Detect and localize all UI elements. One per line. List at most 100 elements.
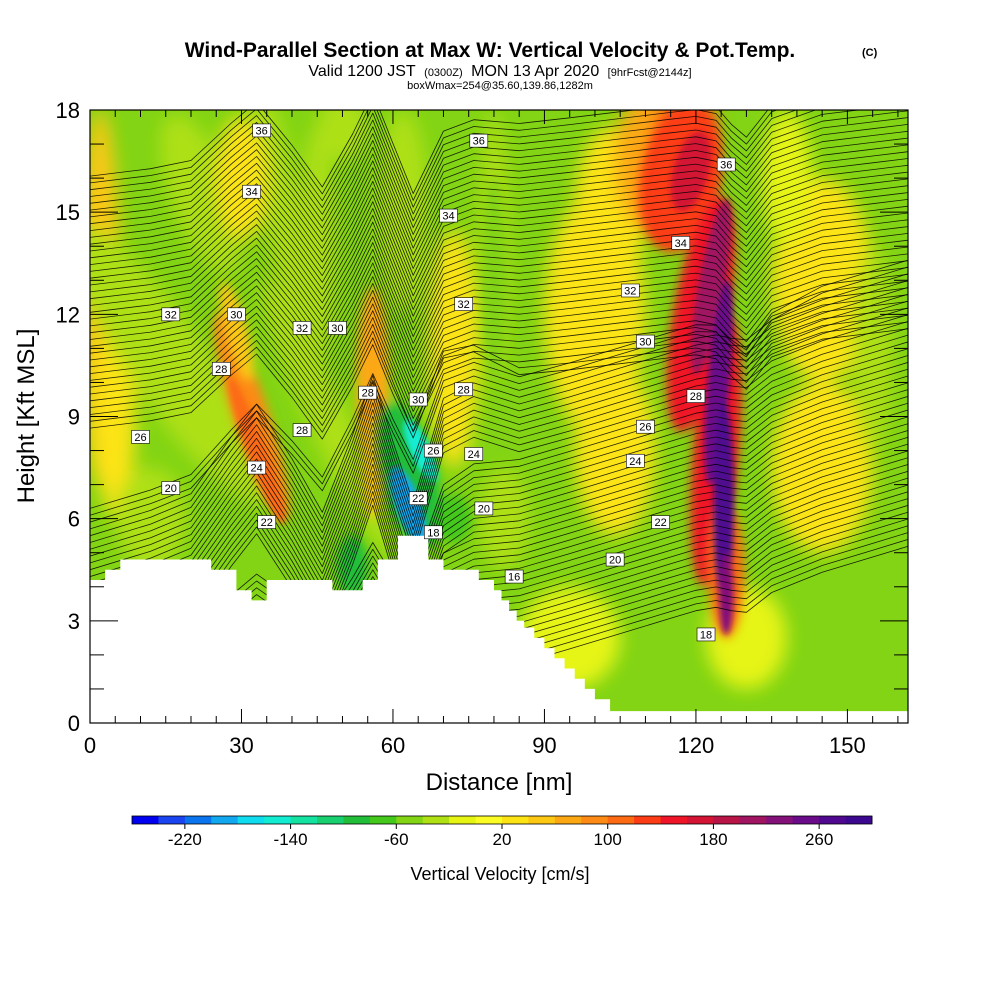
contour-label-text: 34 [442, 211, 454, 223]
theta-contour-line [90, 314, 908, 564]
y-tick-label: 18 [56, 98, 80, 123]
contour-label-box [211, 362, 231, 376]
contour-label-box [161, 481, 181, 495]
contour-label: 36 [252, 123, 271, 138]
contour-label: 34 [671, 236, 691, 250]
contour-label-box [292, 423, 312, 437]
contour-label: 28 [686, 389, 706, 403]
contour-label-text: 22 [412, 493, 424, 505]
theta-contour-line [90, 260, 908, 378]
contour-label: 18 [696, 627, 716, 641]
theta-contour-line [90, 321, 908, 433]
theta-contour-line [90, 436, 908, 686]
colorbar-cell [158, 816, 186, 824]
contour-label-text: 20 [609, 555, 621, 567]
theta-contour-line [90, 409, 908, 659]
theta-contour-line [90, 199, 908, 317]
theta-contour-line [90, 117, 908, 235]
theta-contour-line [90, 294, 908, 412]
contour-label-box [671, 236, 691, 250]
contour-label: 22 [257, 515, 277, 529]
theta-contour-line [90, 307, 908, 557]
colorbar-tick-label: -140 [274, 830, 308, 849]
contour-label-text: 24 [468, 449, 480, 461]
colorbar-tick-label: -220 [168, 830, 202, 849]
contour-label-text: 32 [165, 309, 177, 321]
contour-label-box [474, 501, 494, 516]
contour-label: 20 [474, 501, 494, 516]
contour-label-box [454, 297, 473, 311]
contour-label-text: 34 [675, 238, 687, 250]
theta-contour-line [90, 389, 908, 639]
colorbar-cell [766, 816, 794, 824]
theta-contour-line [90, 158, 908, 276]
velocity-blob [481, 178, 507, 383]
contour-label-box [716, 157, 736, 172]
contour-label-text: 20 [478, 503, 490, 515]
theta-contour-line [90, 368, 908, 618]
theta-contour-line [90, 212, 908, 331]
y-tick-label: 9 [68, 405, 80, 430]
contour-label-text: 30 [639, 337, 651, 349]
contour-label-box [605, 552, 625, 567]
colorbar-cell [132, 816, 159, 824]
contour-label-text: 30 [412, 394, 424, 406]
contour-label-box [257, 515, 277, 529]
contour-label-text: 30 [230, 309, 242, 321]
contour-label-box [358, 385, 378, 400]
theta-contour-line [90, 253, 908, 372]
contour-label-box [424, 525, 443, 540]
contour-label-box [626, 453, 645, 468]
velocity-blob [160, 114, 242, 276]
colorbar-tick-label: -60 [384, 830, 409, 849]
contour-label-text: 26 [134, 432, 146, 444]
theta-contour-line [90, 327, 908, 577]
contour-label-box [252, 123, 271, 138]
theta-contour-line [90, 402, 908, 652]
y-tick-label: 12 [56, 302, 80, 327]
contour-label: 20 [161, 481, 181, 495]
theta-contour-line [90, 301, 908, 419]
theta-contour-line [90, 266, 908, 516]
colorbar-cell [343, 816, 371, 824]
contour-label-text: 20 [165, 483, 177, 495]
contour-label: 30 [636, 334, 655, 349]
colorbar-cell [369, 816, 397, 824]
contour-label-text: 26 [639, 422, 651, 434]
contour-label-text: 28 [215, 364, 227, 376]
velocity-blob [337, 535, 368, 597]
contour-label-box [469, 133, 489, 148]
valid-date: MON 13 Apr 2020 [471, 63, 599, 80]
contour-label: 32 [454, 297, 473, 311]
theta-contour-line [90, 192, 908, 310]
contour-label: 30 [408, 392, 428, 407]
contour-label: 22 [651, 515, 670, 529]
x-tick-label: 90 [532, 733, 556, 758]
contour-label-text: 18 [700, 629, 712, 641]
contour-label: 28 [358, 385, 378, 400]
theta-contour-line [90, 314, 908, 433]
contour-label-text: 36 [720, 159, 732, 171]
contour-label-text: 28 [458, 384, 470, 396]
colorbar-cell [713, 816, 741, 824]
contour-label-box [408, 392, 428, 407]
theta-contour-line [90, 267, 908, 385]
y-tick-label: 3 [68, 609, 80, 634]
contour-label-box [131, 430, 150, 444]
velocity-blob [219, 281, 254, 381]
contour-label-box [439, 208, 458, 223]
theta-contour-line [90, 362, 908, 611]
theta-contour-line [90, 226, 908, 344]
colorbar-tick-label: 20 [493, 830, 512, 849]
contour-label: 16 [504, 569, 524, 584]
colorbar-cell [792, 816, 820, 824]
contour-label-text: 18 [427, 527, 439, 539]
theta-contour-line [90, 273, 908, 523]
contour-label-box [227, 307, 246, 322]
colorbar-cell [475, 816, 503, 824]
contour-label-box [636, 419, 655, 434]
contour-label-box [620, 283, 640, 298]
velocity-blob [574, 365, 656, 536]
